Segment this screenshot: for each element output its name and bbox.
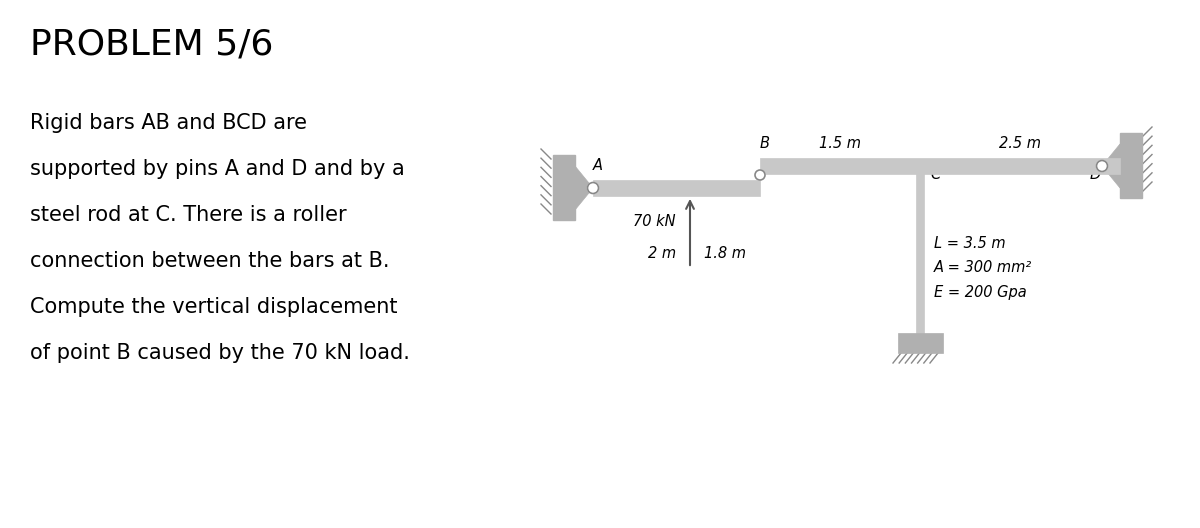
Text: C: C xyxy=(930,167,941,182)
Text: 2 m: 2 m xyxy=(648,247,676,261)
Bar xyxy=(593,180,760,196)
Text: of point B caused by the 70 kN load.: of point B caused by the 70 kN load. xyxy=(30,343,410,363)
Circle shape xyxy=(755,170,766,180)
Bar xyxy=(916,174,924,333)
Text: 1.5 m: 1.5 m xyxy=(818,136,862,151)
Text: steel rod at C. There is a roller: steel rod at C. There is a roller xyxy=(30,205,347,225)
Circle shape xyxy=(588,183,599,193)
Text: Compute the vertical displacement: Compute the vertical displacement xyxy=(30,297,397,317)
Text: E = 200 Gpa: E = 200 Gpa xyxy=(934,286,1027,300)
Text: 2.5 m: 2.5 m xyxy=(998,136,1042,151)
Text: 1.8 m: 1.8 m xyxy=(704,247,746,261)
Bar xyxy=(1120,133,1142,198)
Text: PROBLEM 5/6: PROBLEM 5/6 xyxy=(30,28,274,62)
Text: A: A xyxy=(593,158,604,173)
Circle shape xyxy=(1097,161,1108,172)
Text: A = 300 mm²: A = 300 mm² xyxy=(934,260,1032,276)
Text: L = 3.5 m: L = 3.5 m xyxy=(934,235,1006,250)
Bar xyxy=(553,155,575,220)
Bar xyxy=(898,333,943,353)
Text: 70 kN: 70 kN xyxy=(634,214,676,230)
Text: D: D xyxy=(1090,167,1102,182)
Polygon shape xyxy=(575,166,593,210)
Text: connection between the bars at B.: connection between the bars at B. xyxy=(30,251,390,271)
Text: supported by pins A and D and by a: supported by pins A and D and by a xyxy=(30,159,404,179)
Text: Rigid bars AB and BCD are: Rigid bars AB and BCD are xyxy=(30,113,307,133)
Polygon shape xyxy=(1102,144,1120,188)
Text: B: B xyxy=(760,136,770,151)
Bar xyxy=(760,158,1120,174)
